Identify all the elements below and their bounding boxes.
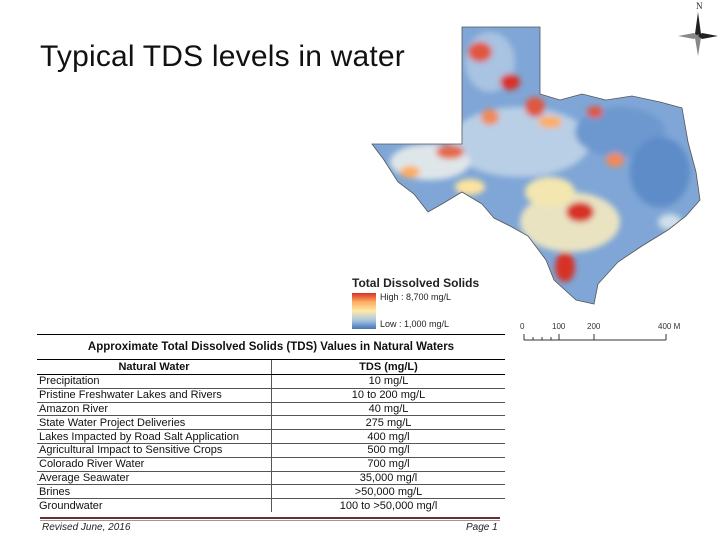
- table-row: Colorado River Water 700 mg/l: [37, 457, 505, 472]
- tds-value: 35,000 mg/l: [271, 471, 505, 486]
- legend-title: Total Dissolved Solids: [352, 276, 480, 290]
- table-row: Agricultural Impact to Sensitive Crops 50…: [37, 443, 505, 458]
- table-row: State Water Project Deliveries 275 mg/L: [37, 415, 505, 431]
- tds-value: 275 mg/L: [271, 415, 505, 431]
- water-name: Brines: [37, 484, 272, 500]
- scale-tick-100: 100: [552, 322, 566, 331]
- legend-high-label: High : 8,700 mg/L: [380, 292, 452, 302]
- footer-divider: [40, 517, 500, 519]
- water-name: State Water Project Deliveries: [37, 415, 272, 431]
- water-name: Precipitation: [37, 374, 272, 389]
- table-header-row: Natural Water TDS (mg/L): [37, 359, 505, 375]
- table-row: Groundwater 100 to >50,000 mg/l: [37, 498, 505, 512]
- table-row: Pristine Freshwater Lakes and Rivers 10 t…: [37, 388, 505, 403]
- table-row: Amazon River 40 mg/L: [37, 402, 505, 417]
- header-tds: TDS (mg/L): [271, 359, 505, 375]
- water-name: Lakes Impacted by Road Salt Application: [37, 429, 272, 444]
- footer-page-number: Page 1: [466, 522, 498, 533]
- scale-tick-200: 200: [587, 322, 601, 331]
- water-name: Agricultural Impact to Sensitive Crops: [37, 443, 272, 458]
- table-row: Average Seawater 35,000 mg/l: [37, 471, 505, 486]
- table-caption: Approximate Total Dissolved Solids (TDS)…: [37, 334, 505, 359]
- header-natural-water: Natural Water: [37, 359, 272, 375]
- tds-value: 100 to >50,000 mg/l: [271, 498, 505, 512]
- table-row: Precipitation 10 mg/L: [37, 374, 505, 389]
- tds-value: 700 mg/l: [271, 457, 505, 472]
- scale-bar: 0 100 200 400 Miles: [520, 322, 680, 341]
- slide-title: Typical TDS levels in water: [40, 40, 405, 73]
- tds-value: >50,000 mg/L: [271, 484, 505, 500]
- water-name: Groundwater: [39, 499, 103, 512]
- water-name: Colorado River Water: [37, 457, 272, 472]
- north-arrow-icon: N: [678, 1, 718, 56]
- table-row: Lakes Impacted by Road Salt Application 4…: [37, 429, 505, 444]
- tds-table: Natural Water TDS (mg/L) Precipitation 10…: [37, 359, 505, 512]
- legend-color-ramp: [352, 293, 376, 329]
- tds-value: 500 mg/l: [271, 443, 505, 458]
- water-name: Average Seawater: [37, 471, 272, 486]
- texas-tds-map: [371, 26, 701, 305]
- footer-revised-date: Revised June, 2016: [42, 522, 131, 533]
- water-name: Pristine Freshwater Lakes and Rivers: [37, 388, 272, 403]
- map-legend: Total Dissolved Solids High : 8,700 mg/L…: [350, 276, 500, 332]
- legend-low-label: Low : 1,000 mg/L: [380, 319, 450, 329]
- table-row: Brines >50,000 mg/L: [37, 484, 505, 500]
- north-label: N: [696, 1, 703, 11]
- tds-value: 10 to 200 mg/L: [271, 388, 505, 403]
- tds-value: 40 mg/L: [271, 402, 505, 417]
- scale-tick-0: 0: [520, 322, 525, 331]
- tds-value: 10 mg/L: [271, 374, 505, 389]
- tds-value: 400 mg/l: [271, 429, 505, 444]
- scale-tick-400: 400 Miles: [658, 322, 680, 331]
- water-name: Amazon River: [37, 402, 272, 417]
- footer-divider-thin: [40, 520, 500, 521]
